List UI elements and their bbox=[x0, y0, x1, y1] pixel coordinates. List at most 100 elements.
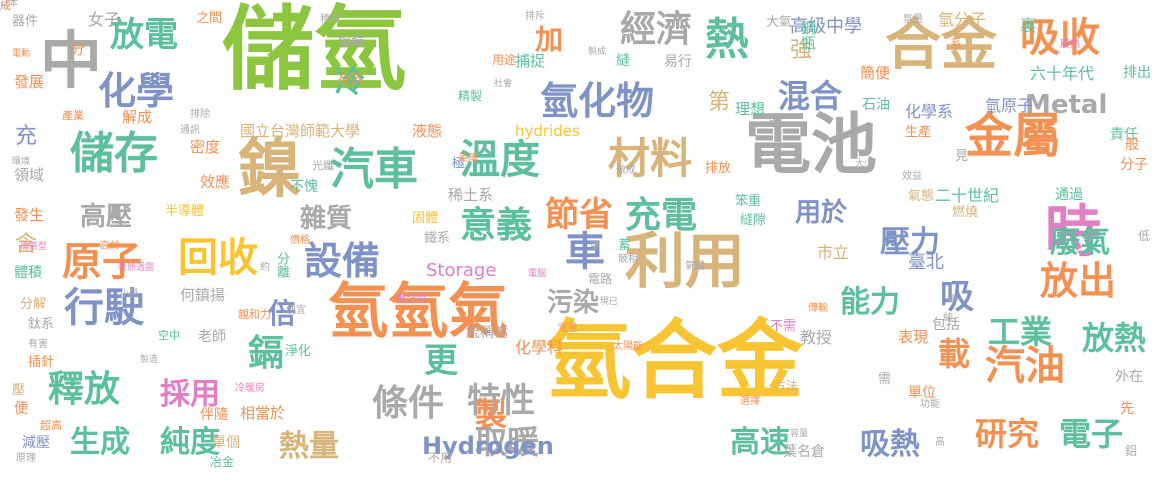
cloud-word: 汽油 bbox=[985, 343, 1065, 389]
cloud-word: 氫分子 bbox=[938, 10, 987, 29]
cloud-word: 排斥 bbox=[525, 11, 545, 22]
cloud-word: 環境 bbox=[12, 157, 31, 167]
cloud-word: 縫隙 bbox=[740, 213, 767, 228]
cloud-word: 密度 bbox=[190, 138, 221, 156]
cloud-word: 般 bbox=[1125, 137, 1139, 153]
cloud-word: 意義 bbox=[460, 205, 533, 246]
cloud-word: 製造 bbox=[140, 355, 159, 365]
cloud-word: 女子 bbox=[88, 10, 121, 29]
cloud-word: 釋放 bbox=[48, 369, 121, 410]
cloud-word: 淨化 bbox=[285, 344, 312, 359]
cloud-word: 分離 bbox=[274, 252, 289, 278]
cloud-word: 車 bbox=[565, 229, 605, 275]
cloud-word: 六十年代 bbox=[1030, 64, 1095, 83]
cloud-word: 產業 bbox=[62, 109, 84, 122]
cloud-word: 氫原子 bbox=[985, 96, 1034, 115]
cloud-word: 做成 bbox=[616, 165, 636, 176]
cloud-word: 加 bbox=[535, 23, 564, 56]
cloud-word: 強 bbox=[790, 38, 813, 63]
cloud-word: 成 bbox=[0, 0, 11, 12]
cloud-word: 精製 bbox=[458, 89, 483, 103]
cloud-word: 不愧 bbox=[290, 179, 318, 195]
cloud-word: 充 bbox=[15, 124, 38, 149]
cloud-word: 條件 bbox=[372, 383, 445, 424]
cloud-word: 研究 bbox=[975, 415, 1040, 453]
cloud-word: 吸 bbox=[940, 277, 974, 317]
cloud-word: Metal bbox=[1025, 90, 1108, 120]
cloud-word: 笨重 bbox=[735, 194, 762, 209]
cloud-word: 化學 bbox=[98, 69, 175, 113]
cloud-word: 電池 bbox=[745, 106, 877, 183]
cloud-word: 方法 bbox=[774, 379, 799, 393]
cloud-word: 氣體 bbox=[685, 261, 705, 272]
cloud-word: 原子 bbox=[62, 239, 142, 285]
cloud-word: 電路 bbox=[588, 272, 613, 286]
cloud-word: 通訊 bbox=[180, 125, 200, 136]
cloud-word: 採用 bbox=[160, 377, 220, 412]
cloud-word: 純 bbox=[943, 313, 953, 324]
cloud-word: 蓄 bbox=[617, 238, 631, 250]
cloud-word: 鋼瓶 bbox=[799, 20, 817, 50]
cloud-word: 效益 bbox=[902, 171, 922, 182]
cloud-word: 高速 bbox=[730, 425, 790, 460]
cloud-word: 捕捉 bbox=[515, 52, 546, 70]
cloud-word: 時 bbox=[1045, 200, 1101, 265]
cloud-word: 何鎮揚 bbox=[180, 286, 226, 304]
cloud-word: 責任 bbox=[1110, 127, 1138, 143]
cloud-word: 原理 bbox=[16, 453, 36, 464]
cloud-word: 存放 bbox=[338, 72, 365, 87]
cloud-word: 高級中學 bbox=[790, 16, 862, 37]
cloud-word: 價格 bbox=[290, 235, 310, 246]
cloud-word: 設備 bbox=[304, 239, 381, 283]
cloud-word: 臺北 bbox=[908, 252, 944, 273]
cloud-word: 燃燒 bbox=[952, 205, 979, 220]
cloud-word: 特性 bbox=[467, 381, 535, 421]
cloud-word: 簡便 bbox=[860, 64, 891, 82]
cloud-word: 太陽能 bbox=[613, 341, 643, 352]
cloud-word: 鋁 bbox=[1125, 444, 1138, 458]
cloud-word: 倍 bbox=[268, 297, 297, 330]
cloud-word: 見 bbox=[955, 149, 969, 164]
cloud-word: 放出 bbox=[1040, 259, 1117, 303]
cloud-word: 排除 bbox=[190, 109, 210, 120]
cloud-word: 現已 bbox=[600, 297, 619, 307]
cloud-word: 經濟 bbox=[620, 9, 693, 50]
cloud-word: 雙 bbox=[590, 241, 600, 252]
cloud-word: 空中 bbox=[158, 329, 180, 342]
cloud-word: 儲氫 bbox=[222, 0, 407, 103]
cloud-word: 約 bbox=[260, 262, 270, 273]
cloud-word: 廢氣 bbox=[1050, 225, 1110, 260]
cloud-word: 超高 bbox=[40, 419, 62, 432]
cloud-word: 高 bbox=[935, 437, 945, 448]
cloud-word: 半導體 bbox=[165, 204, 205, 219]
cloud-word: 電腦 bbox=[528, 269, 547, 279]
cloud-word: 傳輸 bbox=[808, 303, 828, 314]
cloud-word: 功能 bbox=[920, 399, 940, 410]
cloud-word: 競相 bbox=[618, 254, 638, 265]
cloud-word: 冶金 bbox=[210, 455, 235, 469]
cloud-word: 用於 bbox=[795, 198, 848, 228]
cloud-word: 中 bbox=[40, 24, 103, 97]
cloud-word: 氫合金 bbox=[545, 311, 803, 411]
cloud-word: 外在 bbox=[1115, 369, 1143, 385]
cloud-word: 含 bbox=[15, 232, 38, 257]
cloud-word: 液態 bbox=[412, 122, 443, 140]
cloud-word: 高於 bbox=[100, 241, 120, 252]
cloud-word: 之間 bbox=[196, 11, 223, 26]
cloud-word: 鐵系 bbox=[424, 231, 451, 246]
cloud-word: 美國 bbox=[458, 153, 478, 164]
cloud-word: 節省 bbox=[545, 195, 613, 235]
cloud-word: 積體 bbox=[320, 14, 340, 25]
cloud-word: 發展 bbox=[14, 73, 45, 91]
cloud-word: 熱 bbox=[705, 14, 749, 65]
cloud-word: 包括 bbox=[932, 317, 960, 333]
cloud-word: 伴隨 bbox=[200, 407, 228, 423]
cloud-word: 表現 bbox=[898, 328, 929, 346]
cloud-word: 製 bbox=[475, 395, 508, 433]
cloud-word: 高壓 bbox=[80, 202, 133, 232]
cloud-word: 廣 bbox=[948, 295, 958, 305]
cloud-word: 筆記型 bbox=[396, 294, 426, 305]
cloud-word: 領域 bbox=[14, 166, 45, 184]
cloud-word: 理想 bbox=[735, 100, 766, 118]
cloud-word: 氫量 bbox=[903, 14, 923, 25]
